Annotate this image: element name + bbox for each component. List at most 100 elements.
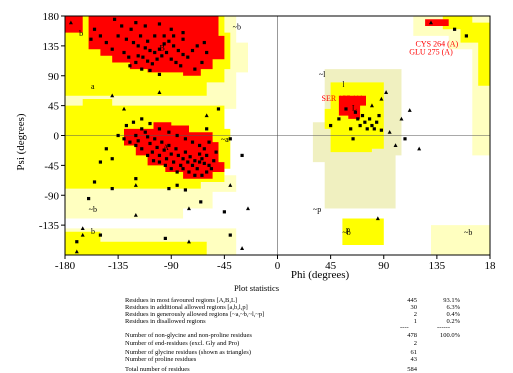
glycine-triangle [240,246,245,250]
residue-square [181,52,185,57]
residue-square [181,30,185,35]
residue-square [190,140,195,144]
residue-square [129,27,133,31]
residue-annotation: SER 157 (A) [322,94,364,103]
y-tick-label: 90 [48,71,60,83]
glycine-triangle [68,20,73,25]
residue-square [134,143,138,148]
glycine-triangle [186,239,191,244]
stats-row-label: Residues in most favoured regions [A,B,L… [125,297,238,304]
stats-title: Plot statistics [233,283,280,293]
residue-square [140,127,144,131]
residue-square [143,24,147,28]
stats-row-count: 61 [410,349,418,356]
residue-square [207,163,211,167]
glycine-triangle [122,106,127,111]
residue-square [128,140,132,144]
favoured-region-B [88,16,225,76]
residue-square [160,140,164,144]
residue-square [464,34,468,38]
residue-square [112,17,117,21]
residue-square [148,121,152,126]
residue-square [98,233,103,237]
residue-square [92,27,97,31]
allowed-region-bottom [65,231,207,255]
residue-square [172,44,176,48]
glycine-triangle [407,108,412,112]
residue-square [329,123,333,128]
residue-square [122,137,126,141]
y-tick-label: -45 [44,160,59,172]
residue-square [136,54,140,58]
glycine-triangle [80,226,85,231]
stats-row-count: 2 [413,311,417,318]
region-label: ~b [342,228,350,237]
residue-square [179,163,183,167]
residue-square [190,163,195,167]
glycine-triangle [428,20,433,25]
residue-square [202,40,206,45]
glycine-triangle [245,206,250,211]
residue-square [134,177,138,181]
stats-percent-separator: ------ [437,324,450,331]
residue-square [151,159,156,163]
glycine-triangle [387,129,392,134]
residue-square [157,127,162,131]
residue-square [193,159,197,163]
residue-square [200,173,204,177]
residue-square [155,57,159,61]
residue-square [169,152,173,156]
residue-square [193,173,197,177]
residue-square [150,150,154,154]
residue-square [205,127,209,131]
residue-square [87,196,91,201]
stats-row-count: 2 [413,340,417,347]
region-label: b [91,227,95,236]
residue-square [157,72,162,77]
residue-square [141,55,145,59]
y-tick-label: 180 [43,11,60,23]
favoured-region-L [338,95,366,119]
x-tick-label: -180 [55,260,76,272]
residue-square [175,183,179,187]
residue-square [131,40,136,45]
residue-square [186,160,190,164]
region-label: a [91,82,95,91]
residue-square [190,48,195,53]
stats-row-label: Number of non-glycine and non-proline re… [125,332,252,339]
residue-square [155,145,159,150]
residue-square [164,157,169,161]
x-tick-label: 45 [325,260,337,272]
stats-row-label: Number of proline residues [125,356,197,363]
residue-square [164,50,169,55]
residue-square [216,107,221,111]
stats-row-label: Residues in additional allowed regions [… [125,304,248,311]
residue-square [160,54,164,58]
residue-square [240,153,244,158]
residue-annotations: CYS 264 (A)GLU 275 (A) SER 157 (A) [322,40,459,103]
residue-square [212,159,216,163]
residue-square [169,57,173,61]
region-label: A [163,143,169,152]
residue-square [136,139,140,143]
residue-square [199,200,203,204]
glycine-triangle [375,216,380,221]
residue-square [116,34,120,38]
x-tick-label: -45 [217,260,232,272]
residue-square [163,236,167,241]
residue-square [140,117,144,121]
residue-square [89,37,93,41]
stats-row-label: Number of end-residues (excl. Gly and Pr… [125,340,240,347]
residue-square [452,27,457,31]
glycine-triangle [80,232,85,237]
residue-square [157,160,162,164]
residue-square [146,153,150,158]
residue-square [375,120,379,124]
residue-square [167,143,171,148]
residue-square [200,60,204,65]
region-label: ~b [233,22,241,31]
residue-square [370,123,374,128]
glycine-triangle [379,96,384,101]
residue-square [167,187,171,191]
